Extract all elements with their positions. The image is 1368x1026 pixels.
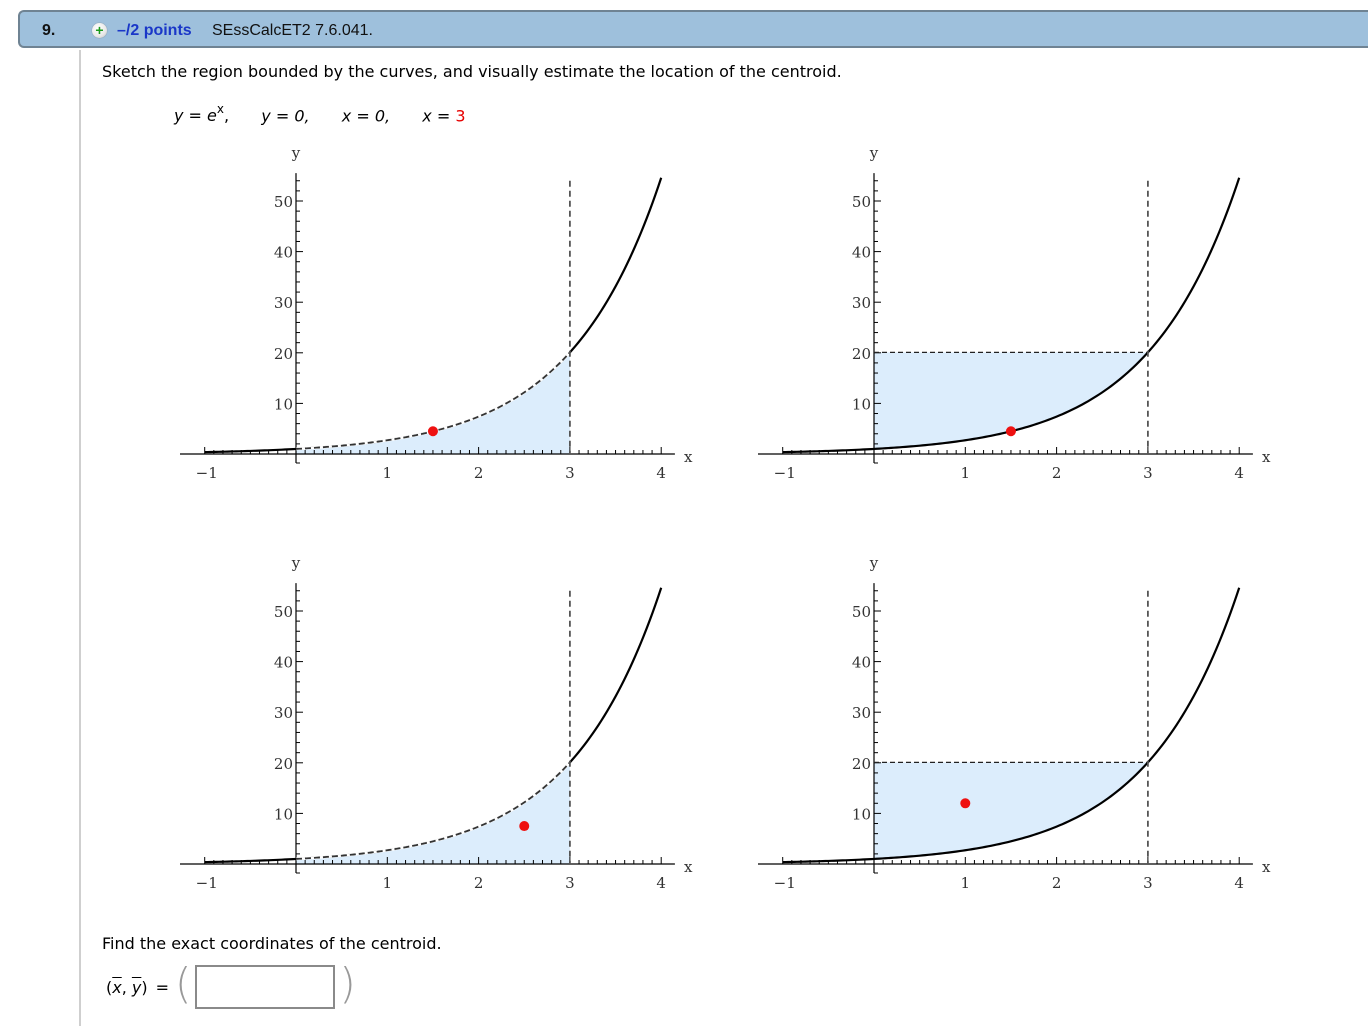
centroid-dot xyxy=(519,821,530,832)
y-tick-label: 40 xyxy=(852,654,871,672)
equals-sign: = xyxy=(155,977,170,997)
x-tick-label: 2 xyxy=(474,874,484,892)
x-tick-label: −1 xyxy=(196,464,218,482)
region-fill xyxy=(296,762,570,864)
y-tick-label: 40 xyxy=(852,244,871,262)
y-axis-label: y xyxy=(291,144,301,162)
graph-option-2[interactable]: −1 1 2 3 4 10 20 30 40 50 x y xyxy=(758,140,1288,490)
x-tick-label: 1 xyxy=(961,464,971,482)
y-axis-label: y xyxy=(869,144,879,162)
y-tick-label: 10 xyxy=(852,395,871,413)
y-tick-label: 50 xyxy=(274,193,293,211)
x-tick-label: 2 xyxy=(474,464,484,482)
x-tick-label: 4 xyxy=(656,464,666,482)
region-fill xyxy=(874,352,1148,449)
question-source: SEssCalcET2 7.6.041. xyxy=(212,22,373,39)
equations: y = ex, y = 0, x = 0, x = 3 xyxy=(174,102,466,126)
equation-2: y = 0, xyxy=(261,106,310,126)
plus-circle-icon[interactable]: + xyxy=(92,23,107,38)
y-tick-label: 20 xyxy=(274,755,293,773)
y-tick-label: 30 xyxy=(274,704,293,722)
graph-option-3[interactable]: −1 1 2 3 4 10 20 30 40 50 x y xyxy=(180,550,710,900)
x-tick-label: 1 xyxy=(961,874,971,892)
y-axis-label: y xyxy=(869,554,879,572)
x-tick-label: 4 xyxy=(1234,464,1244,482)
y-tick-label: 50 xyxy=(274,603,293,621)
x-tick-label: 3 xyxy=(1143,874,1153,892)
y-tick-label: 10 xyxy=(274,805,293,823)
y-tick-label: 40 xyxy=(274,244,293,262)
answer-row: (x, y) = ( ) xyxy=(106,962,356,1012)
x-tick-label: 1 xyxy=(383,874,393,892)
left-divider xyxy=(79,50,81,1026)
x-tick-label: −1 xyxy=(196,874,218,892)
x-tick-label: 4 xyxy=(1234,874,1244,892)
region-fill xyxy=(296,352,570,454)
x-tick-label: 2 xyxy=(1052,464,1062,482)
y-tick-label: 50 xyxy=(852,603,871,621)
region-fill xyxy=(874,762,1148,859)
equation-3: x = 0, xyxy=(341,106,391,126)
open-paren: ( xyxy=(175,959,192,1008)
y-axis-label: y xyxy=(291,554,301,572)
y-tick-label: 50 xyxy=(852,193,871,211)
graph-option-4[interactable]: −1 1 2 3 4 10 20 30 40 50 x y xyxy=(758,550,1288,900)
centroid-label: (x, y) xyxy=(106,977,148,997)
centroid-dot xyxy=(1005,426,1016,437)
x-tick-label: 3 xyxy=(565,464,575,482)
x-axis-label: x xyxy=(1262,448,1271,466)
close-paren: ) xyxy=(339,959,356,1008)
x-axis-label: x xyxy=(684,448,693,466)
y-tick-label: 30 xyxy=(274,294,293,312)
x-tick-label: 3 xyxy=(1143,464,1153,482)
y-tick-label: 30 xyxy=(852,704,871,722)
points-link[interactable]: –/2 points xyxy=(117,22,192,39)
equation-1: y = ex, xyxy=(174,102,230,126)
x-axis-label: x xyxy=(684,858,693,876)
centroid-answer-input[interactable] xyxy=(195,965,336,1009)
x-tick-label: 2 xyxy=(1052,874,1062,892)
x-tick-label: 3 xyxy=(565,874,575,892)
x-tick-label: −1 xyxy=(774,464,796,482)
centroid-dot xyxy=(960,798,971,809)
y-tick-label: 20 xyxy=(852,345,871,363)
x-tick-label: 1 xyxy=(383,464,393,482)
question-prompt: Sketch the region bounded by the curves,… xyxy=(102,62,842,81)
graph-option-1[interactable]: −1 1 2 3 4 10 20 30 40 50 x y xyxy=(180,140,710,490)
highlight-value: 3 xyxy=(455,106,466,126)
curve-exp xyxy=(782,587,1241,864)
y-tick-label: 10 xyxy=(852,805,871,823)
question-number: 9. xyxy=(42,22,56,39)
y-tick-label: 30 xyxy=(852,294,871,312)
curve-dashed xyxy=(295,761,571,860)
y-tick-label: 20 xyxy=(852,755,871,773)
x-tick-label: −1 xyxy=(774,874,796,892)
x-axis-label: x xyxy=(1262,858,1271,876)
y-tick-label: 40 xyxy=(274,654,293,672)
question-header: 9. + –/2 points SEssCalcET2 7.6.041. xyxy=(18,10,1368,48)
x-tick-label: 4 xyxy=(656,874,666,892)
y-tick-label: 20 xyxy=(274,345,293,363)
centroid-dot xyxy=(427,426,438,437)
y-tick-label: 10 xyxy=(274,395,293,413)
find-instruction: Find the exact coordinates of the centro… xyxy=(102,934,442,953)
equation-4: x = 3 xyxy=(422,106,466,126)
